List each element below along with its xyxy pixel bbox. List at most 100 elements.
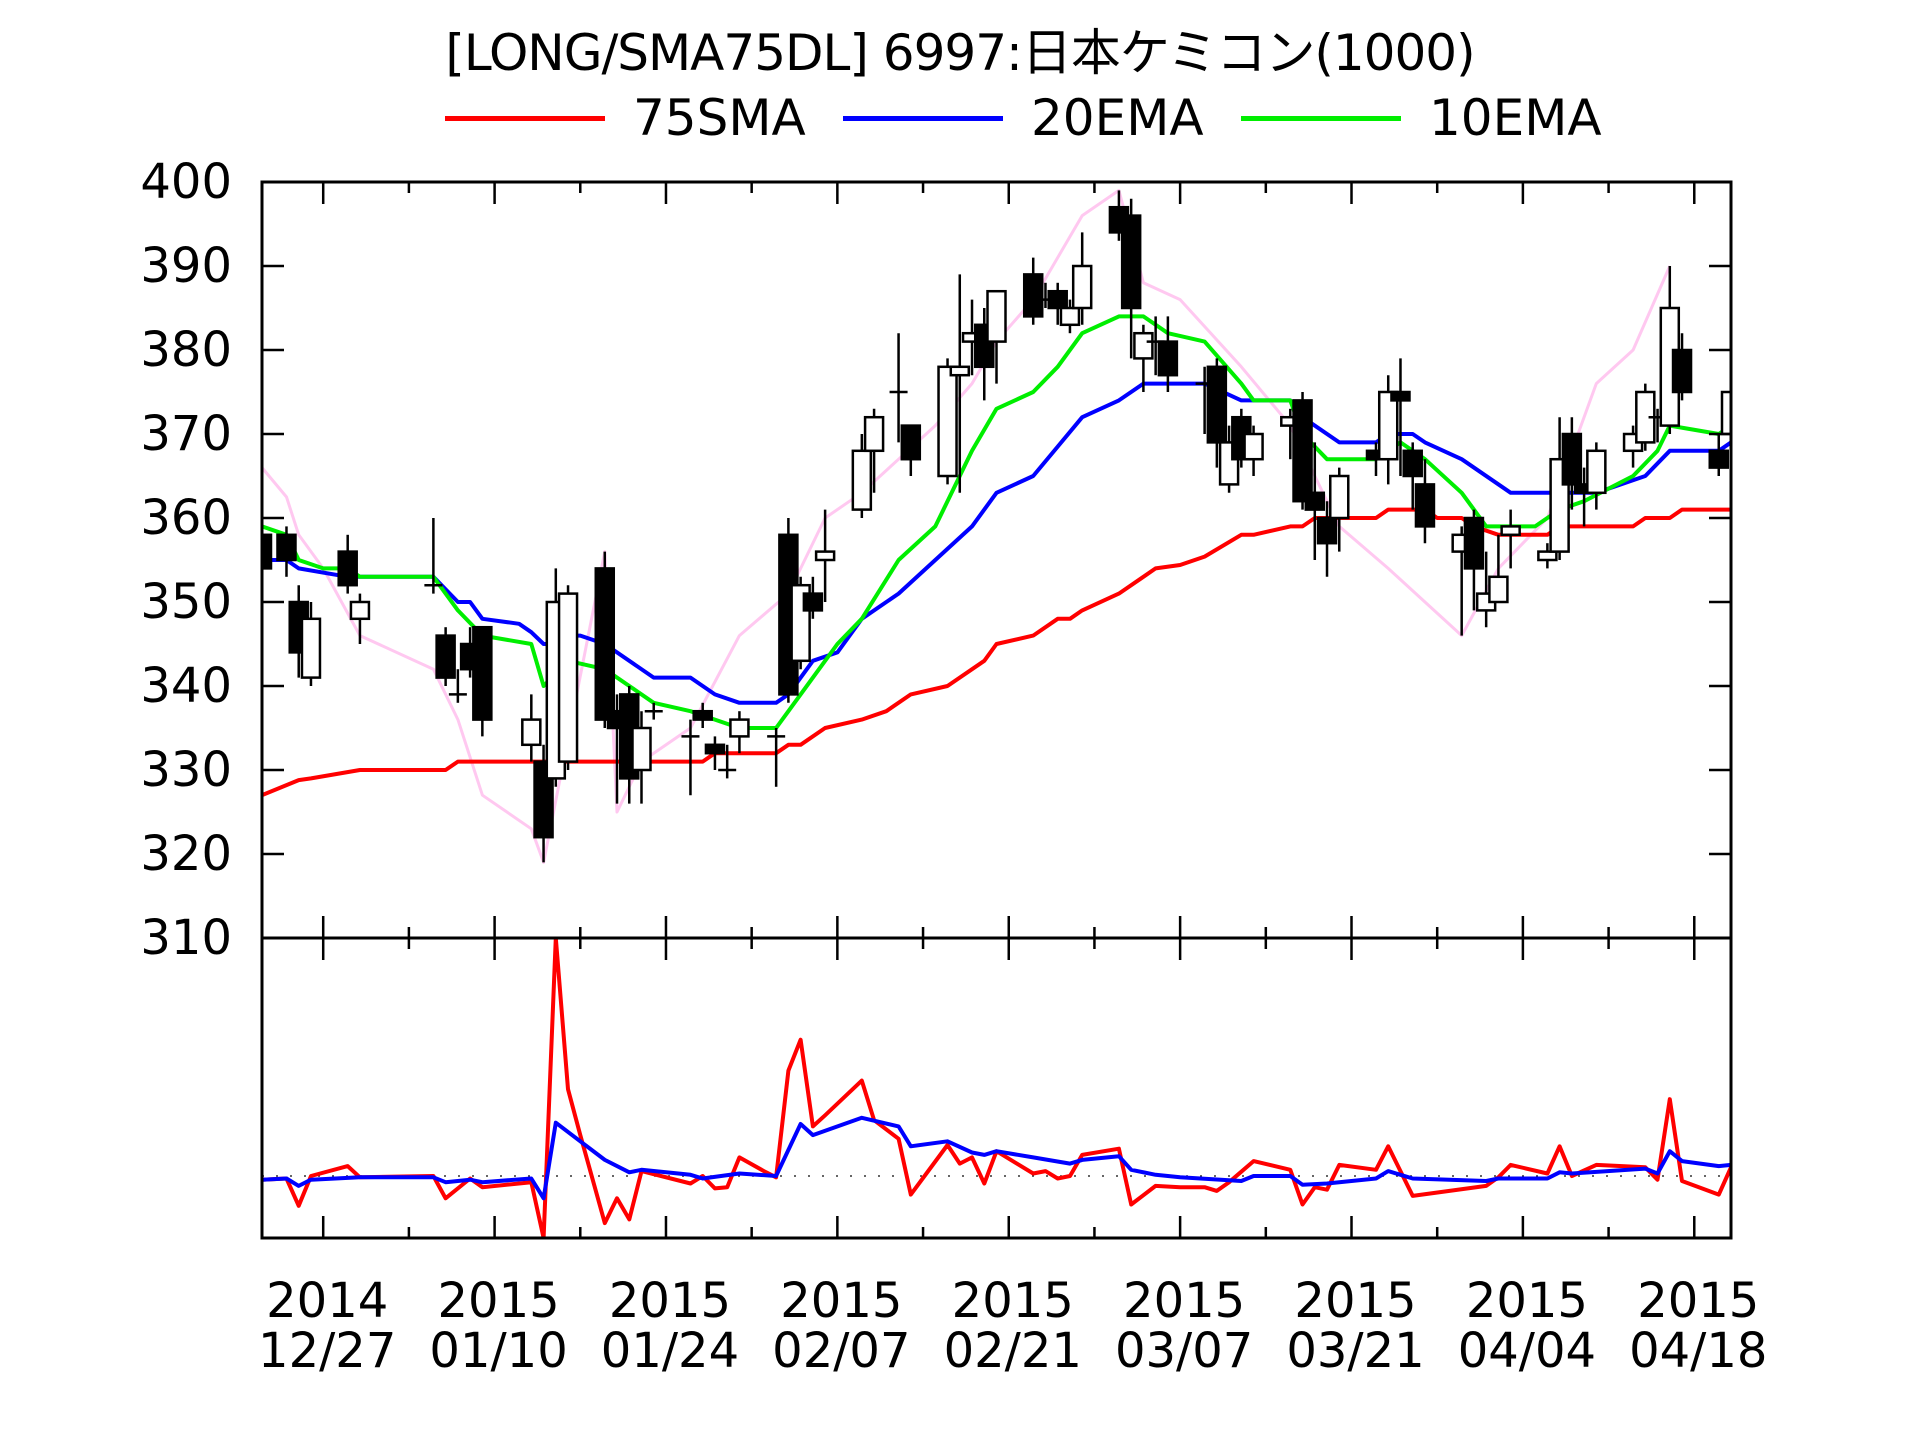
candlestick — [729, 711, 750, 754]
candle-body-down — [1708, 449, 1730, 469]
candle-body-down — [692, 709, 713, 721]
candle-body-down — [594, 567, 616, 721]
candlestick — [448, 669, 467, 703]
candlestick — [1047, 282, 1068, 325]
candle-body-down — [262, 533, 273, 570]
candlestick — [1243, 425, 1264, 476]
candlestick — [937, 358, 958, 485]
candle-body-up — [1720, 390, 1731, 436]
candlestick — [790, 576, 811, 670]
x-tick-year: 2015 — [1294, 1273, 1417, 1329]
candlestick — [1133, 324, 1154, 392]
x-tick-year: 2015 — [951, 1273, 1074, 1329]
y-tick-label: 340 — [140, 658, 232, 714]
candle-body-up — [814, 550, 836, 562]
candlestick — [1022, 257, 1044, 325]
legend-item-75sma: 75SMA — [445, 88, 806, 148]
candle-body-up — [349, 600, 371, 621]
candlestick — [1206, 358, 1228, 468]
candlestick — [1292, 392, 1313, 510]
legend-swatch-blue — [843, 115, 1003, 121]
candlestick — [692, 702, 713, 728]
legend-item-20ema: 20EMA — [843, 88, 1204, 148]
candle-body-up — [1537, 550, 1558, 562]
candle-body-up — [1377, 390, 1399, 461]
x-tick-date: 02/07 — [772, 1323, 911, 1379]
x-tick-label: 2015 02/21 — [913, 1276, 1113, 1376]
y-tick-label: 320 — [140, 826, 232, 882]
x-tick-label: 2015 04/18 — [1598, 1276, 1798, 1376]
candlestick — [472, 625, 493, 737]
candlestick — [1708, 434, 1730, 476]
line-20ema — [262, 381, 1731, 705]
candle-body-up — [986, 289, 1007, 343]
candlestick — [435, 627, 456, 686]
candle-body-up — [1059, 306, 1081, 327]
candle-body-down — [1120, 214, 1142, 310]
x-tick-label: 2015 03/07 — [1084, 1276, 1284, 1376]
y-tick-label: 380 — [140, 322, 232, 378]
x-tick-label: 2015 01/10 — [399, 1276, 599, 1376]
candlestick — [1377, 375, 1399, 485]
candlestick — [1463, 509, 1485, 611]
candlestick — [814, 509, 836, 602]
y-tick-label: 360 — [140, 490, 232, 546]
candlestick — [1390, 358, 1411, 476]
candle-body-down — [704, 743, 726, 755]
candlestick — [1488, 534, 1509, 604]
candle-body-down — [1463, 516, 1485, 570]
candlestick — [349, 593, 371, 644]
x-tick-label: 2015 02/07 — [741, 1276, 941, 1376]
candle-body-up — [300, 617, 322, 679]
candlestick — [594, 551, 616, 728]
candle-body-down — [472, 625, 493, 721]
candlestick — [631, 711, 652, 804]
axes-frames — [260, 180, 1733, 1240]
line-envelope — [262, 188, 1672, 864]
y-tick-label: 370 — [140, 406, 232, 462]
legend: 75SMA 20EMA 10EMA — [0, 88, 1920, 148]
candle-body-down — [337, 550, 358, 587]
y-tick-label: 350 — [140, 574, 232, 630]
y-tick-label: 400 — [140, 154, 232, 210]
candlestick — [681, 719, 700, 796]
candle-body-up — [557, 592, 579, 763]
candlestick — [1635, 383, 1656, 451]
line-75sma — [262, 507, 1731, 798]
x-tick-label: 2015 03/21 — [1256, 1276, 1456, 1376]
legend-swatch-red — [445, 115, 605, 121]
candle-body-up — [1133, 331, 1154, 360]
candlestick — [1586, 442, 1607, 510]
candle-body-down — [900, 424, 922, 461]
candlestick — [533, 744, 554, 863]
indicator-ratio-ema — [262, 1115, 1731, 1201]
candle-body-up — [863, 415, 885, 453]
candlestick — [337, 534, 358, 594]
y-tick-label: 330 — [140, 742, 232, 798]
candle-body-up — [631, 726, 652, 772]
candle-body-up — [1071, 264, 1093, 310]
candle-body-down — [1157, 340, 1179, 377]
x-tick-year: 2015 — [780, 1273, 903, 1329]
candlestick — [718, 744, 737, 779]
candle-body-down — [1206, 365, 1228, 444]
x-tick-date: 01/24 — [600, 1323, 740, 1379]
candle-body-down — [1047, 289, 1068, 310]
x-tick-date: 03/07 — [1114, 1323, 1254, 1379]
candlestick — [863, 408, 885, 493]
candlestick — [889, 333, 908, 443]
candlestick — [1329, 467, 1350, 552]
x-tick-year: 2015 — [437, 1273, 560, 1329]
x-tick-date: 12/27 — [258, 1323, 397, 1379]
candlestick — [1500, 509, 1521, 569]
x-tick-year: 2014 — [266, 1273, 389, 1329]
candle-body-down — [1561, 432, 1583, 486]
candlestick — [557, 585, 579, 770]
candlestick — [1414, 459, 1436, 544]
indicator-panel-frame — [260, 936, 1733, 1240]
candle-body-down — [1316, 516, 1338, 545]
x-tick-label: 2015 01/24 — [570, 1276, 770, 1376]
legend-swatch-green — [1241, 115, 1401, 121]
candlestick — [949, 274, 971, 493]
candlestick — [851, 434, 873, 518]
